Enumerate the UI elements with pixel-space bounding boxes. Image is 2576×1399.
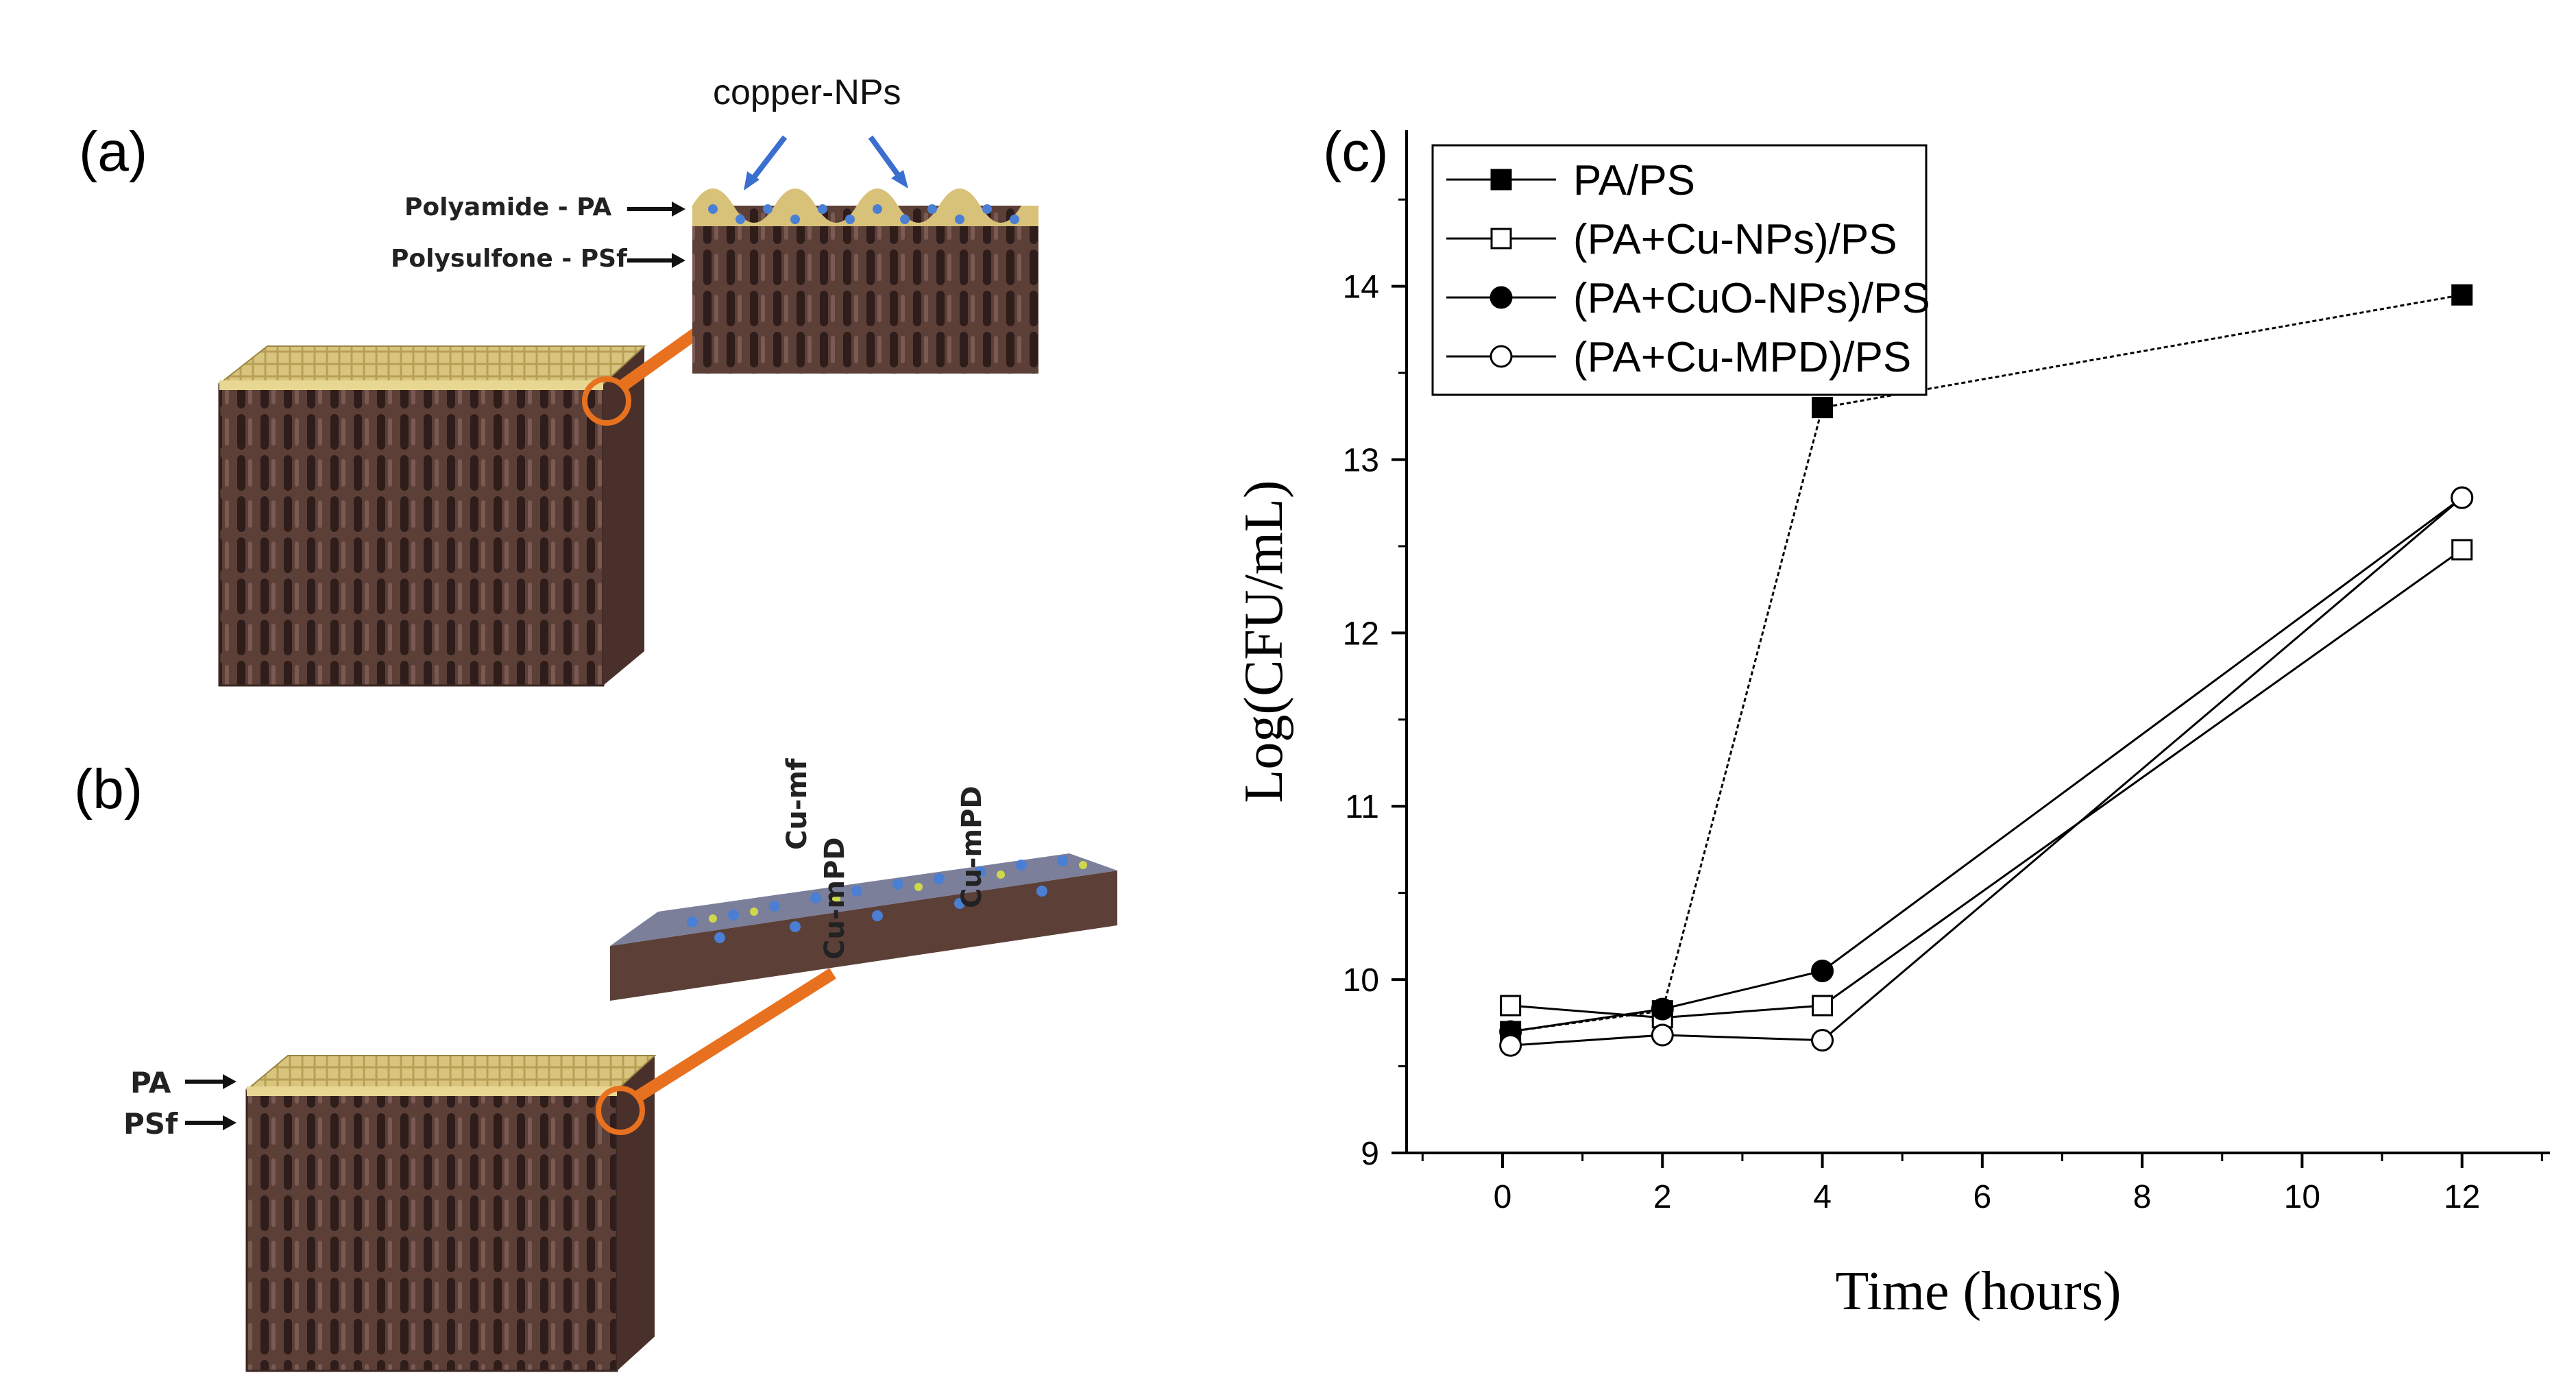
legend-marker [1490, 169, 1512, 191]
y-tick-label: 13 [1343, 442, 1379, 478]
polyamide-label: Polyamide - PA [404, 193, 612, 221]
y-tick-label: 12 [1343, 616, 1379, 652]
y-tick-label: 11 [1345, 789, 1379, 825]
y-tick-label: 14 [1343, 269, 1379, 306]
data-point-s0-2 [1812, 397, 1834, 419]
x-tick-label: 2 [1653, 1179, 1672, 1215]
pa-label-b: PA [130, 1066, 171, 1099]
data-point-s3-1 [1651, 1023, 1674, 1047]
membrane-a-illustration [217, 135, 1038, 687]
x-tick-label: 8 [2133, 1179, 2152, 1215]
legend-box [1431, 144, 1928, 396]
y-axis-title: Log(CFU/mL) [1234, 480, 1294, 803]
data-point-s0-3 [2451, 284, 2473, 306]
data-point-s3-3 [2451, 486, 2474, 509]
data-point-s2-1 [1651, 997, 1674, 1021]
series-line-1 [1510, 548, 2463, 1019]
psf-label-b: PSf [123, 1107, 178, 1141]
panel-b-label: (b) [74, 758, 143, 820]
legend-label: (PA+Cu-NPs)/PS [1573, 216, 1897, 263]
membrane-b-illustration [185, 853, 1117, 1372]
x-tick-label: 10 [2284, 1179, 2320, 1215]
data-point-s3-2 [1811, 1029, 1834, 1052]
x-tick-label: 6 [1973, 1179, 1991, 1215]
x-tick-label: 12 [2444, 1179, 2480, 1215]
x-tick-label: 0 [1494, 1179, 1512, 1215]
polysulfone-label: Polysulfone - PSf [391, 245, 627, 273]
data-point-s1-2 [1812, 995, 1834, 1017]
series-line-0 [1510, 293, 2462, 1033]
panel-c-label: (c) [1323, 121, 1389, 183]
series-line-3 [1510, 496, 2463, 1047]
legend-marker [1490, 286, 1513, 309]
legend-marker [1490, 228, 1512, 250]
legend-label: (PA+Cu-MPD)/PS [1573, 334, 1911, 381]
legend-label: (PA+CuO-NPs)/PS [1573, 275, 1930, 322]
data-point-s2-2 [1811, 959, 1834, 982]
y-tick-label: 9 [1361, 1136, 1379, 1172]
legend-label: PA/PS [1573, 157, 1695, 204]
series-line-2 [1510, 496, 2463, 1033]
data-point-s1-3 [2451, 539, 2473, 561]
data-point-s1-0 [1500, 995, 1522, 1017]
legend-marker [1490, 345, 1513, 368]
x-axis-title: Time (hours) [1835, 1261, 2121, 1322]
y-tick-label: 10 [1343, 962, 1379, 999]
data-point-s3-0 [1499, 1034, 1522, 1057]
x-tick-label: 4 [1813, 1179, 1832, 1215]
copper-nps-label: copper-NPs [713, 73, 901, 112]
panel-a-label: (a) [79, 121, 148, 183]
